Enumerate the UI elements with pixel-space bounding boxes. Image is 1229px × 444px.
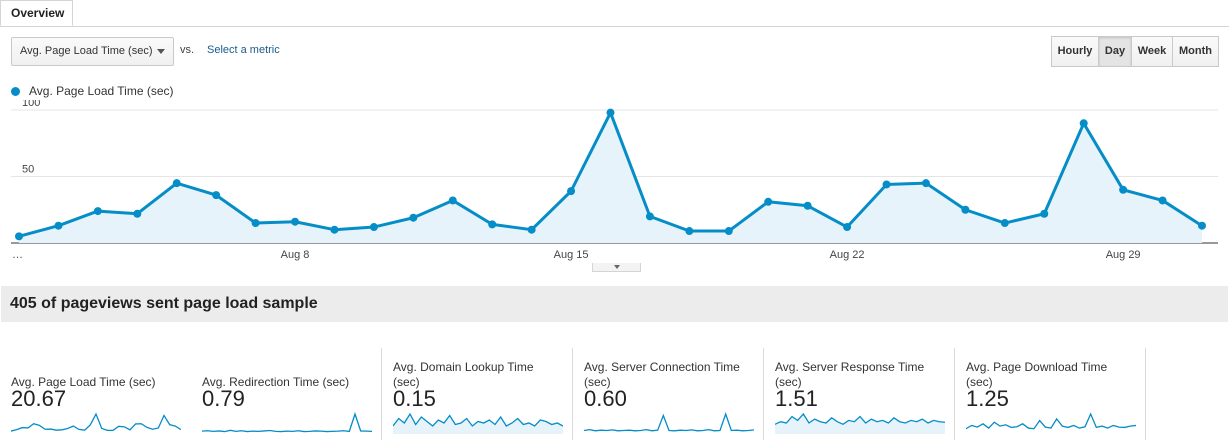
metric-select[interactable]: Avg. Page Load Time (sec) [11,37,174,66]
data-point [1119,185,1128,194]
data-point [803,201,812,210]
data-point [448,196,457,205]
hourly-button[interactable]: Hourly [1051,36,1099,67]
y-tick-label: 100 [22,100,40,109]
sparkline-line [775,412,945,426]
chart-legend[interactable]: Avg. Page Load Time (sec) [11,84,174,98]
select-metric-link[interactable]: Select a metric [207,44,280,56]
metric-cell[interactable]: Avg. Domain Lookup Time (sec) 0.15 [382,348,573,440]
data-point [843,223,852,232]
tab-overview[interactable]: Overview [0,0,73,26]
sparkline-line [584,411,754,432]
sample-summary: 405 of pageviews sent page load sample [1,286,1228,322]
metric-value: 0.79 [202,386,245,411]
data-point [1158,196,1167,205]
sparkline [202,411,372,433]
vs-label: vs. [180,44,195,56]
sparkline-line [966,412,1136,430]
data-point [330,225,339,234]
granularity-toggle: Hourly Day Week Month [1051,36,1219,67]
data-point [764,197,773,206]
x-tick-label: Aug 22 [830,249,865,261]
data-point [488,220,497,229]
metric-label: Avg. Server Connection Time (sec) [584,360,740,389]
data-point [606,108,615,117]
data-point [882,180,891,189]
sparkline-area [393,414,563,434]
metric-label: Avg. Page Download Time (sec) [966,360,1108,389]
data-point [54,221,63,230]
data-point [291,217,300,226]
metric-cell[interactable]: Avg. Server Connection Time (sec) 0.60 [573,348,764,440]
data-point [409,213,418,222]
metric-select-label: Avg. Page Load Time (sec) [20,45,153,57]
line-chart[interactable]: 100 50 … Aug 8 Aug 15 Aug 22 Aug 29 [0,100,1229,266]
series-area [19,112,1202,243]
x-tick-label: Aug 15 [554,249,589,261]
metric-value: 1.25 [966,386,1009,411]
metric-value: 0.15 [393,386,436,411]
x-tick-label: Aug 8 [281,249,310,261]
sparkline [11,412,181,432]
data-point [1079,119,1088,128]
tab-bar: Overview [0,0,1229,27]
x-tick-label: … [12,249,23,261]
data-point [133,209,142,218]
y-tick-label: 50 [22,164,34,176]
data-point [1040,209,1049,218]
data-point [212,191,221,200]
month-button[interactable]: Month [1172,36,1219,67]
data-point [921,179,930,188]
sparkline-area [775,414,945,434]
day-button[interactable]: Day [1098,36,1132,67]
sparkline [775,412,945,434]
data-point [1000,219,1009,228]
data-point [685,227,694,236]
metric-label: Avg. Domain Lookup Time (sec) [393,360,534,389]
chevron-down-icon [157,49,165,54]
data-point [527,225,536,234]
data-point [645,212,654,221]
legend-label: Avg. Page Load Time (sec) [29,84,174,98]
metric-cell[interactable]: Avg. Page Download Time (sec) 1.25 [955,348,1146,440]
metric-cell[interactable]: Avg. Redirection Time (sec) 0.79 [191,348,382,440]
metric-cell[interactable]: Avg. Server Response Time (sec) 1.51 [764,348,955,440]
x-tick-label: Aug 29 [1106,249,1141,261]
sparkline [584,411,754,432]
data-point [172,179,181,188]
data-point [724,227,733,236]
metric-cell[interactable]: Avg. Page Load Time (sec) 20.67 [0,348,190,440]
data-point [567,187,576,196]
chart-collapse-handle[interactable] [592,263,641,272]
sparkline-line [393,412,563,427]
week-button[interactable]: Week [1131,36,1173,67]
metric-label: Avg. Redirection Time (sec) [202,375,350,389]
data-point [15,232,23,241]
metric-value: 1.51 [775,386,818,411]
sparkline [393,412,563,434]
data-point [251,219,260,228]
metric-label: Avg. Page Load Time (sec) [11,375,156,389]
metric-value: 20.67 [11,386,67,411]
sparkline [966,412,1136,430]
data-point [369,223,378,232]
data-point [1198,221,1206,230]
metric-value: 0.60 [584,386,627,411]
legend-dot-icon [11,86,20,96]
sparkline-line [202,411,372,433]
data-point [93,207,102,216]
metric-label: Avg. Server Response Time (sec) [775,360,925,389]
sparkline-line [11,412,181,432]
data-point [961,205,970,214]
chevron-down-icon [614,265,620,269]
